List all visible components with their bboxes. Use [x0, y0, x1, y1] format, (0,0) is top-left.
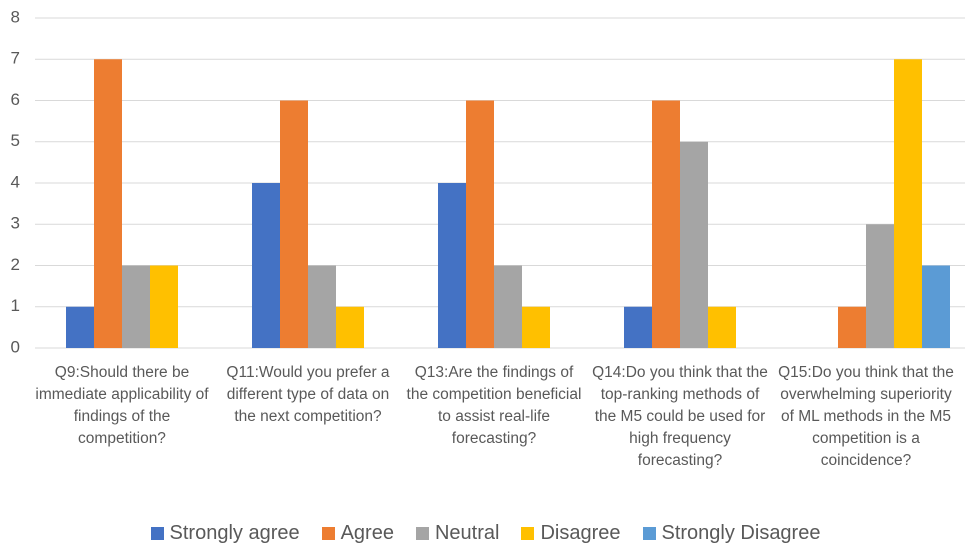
- bar: [494, 265, 522, 348]
- bar: [838, 306, 866, 348]
- y-tick-label: 5: [11, 131, 20, 150]
- legend-swatch: [642, 527, 656, 540]
- y-tick-label: 1: [11, 296, 20, 315]
- legend-item: Strongly Disagree: [642, 522, 821, 545]
- bar: [150, 265, 178, 348]
- legend-item: Neutral: [415, 522, 500, 545]
- y-tick-label: 3: [11, 214, 20, 233]
- legend-label: Strongly agree: [169, 522, 300, 544]
- legend-item: Agree: [321, 522, 394, 545]
- bar: [466, 100, 494, 348]
- legend-swatch: [521, 527, 535, 540]
- bar: [652, 100, 680, 348]
- x-tick-label: Q13:Are the findings of the competition …: [406, 364, 582, 447]
- x-tick-label: Q15:Do you think that the overwhelming s…: [778, 364, 954, 469]
- x-tick-label: Q11:Would you prefer a different type of…: [226, 364, 390, 425]
- bar: [438, 183, 466, 348]
- x-tick-label: Q9:Should there be immediate applicabili…: [35, 364, 209, 447]
- bar: [680, 141, 708, 348]
- bar: [708, 306, 736, 348]
- legend-label: Agree: [340, 522, 394, 544]
- legend-label: Neutral: [434, 522, 500, 544]
- legend-swatch: [321, 527, 335, 540]
- bar: [922, 265, 950, 348]
- legend-swatch: [150, 527, 164, 540]
- y-tick-label: 7: [11, 49, 20, 68]
- legend-item: Strongly agree: [150, 522, 300, 545]
- y-tick-label: 8: [11, 7, 20, 26]
- bar: [308, 265, 336, 348]
- legend-swatch: [415, 527, 429, 540]
- legend-item: Disagree: [521, 522, 621, 545]
- bar: [94, 59, 122, 348]
- legend: Strongly agree Agree Neutral Disagree Strong…: [0, 522, 971, 545]
- legend-label: Strongly Disagree: [661, 522, 821, 544]
- bar: [280, 100, 308, 348]
- bar: [336, 306, 364, 348]
- bar: [624, 306, 652, 348]
- bar: [252, 183, 280, 348]
- bar: [894, 59, 922, 348]
- y-tick-label: 2: [11, 255, 20, 274]
- x-tick-label: Q14:Do you think that the top-ranking me…: [592, 364, 768, 469]
- bar: [66, 306, 94, 348]
- y-tick-label: 4: [11, 172, 20, 191]
- bar: [122, 265, 150, 348]
- y-tick-label: 6: [11, 90, 20, 109]
- y-tick-label: 0: [11, 337, 20, 356]
- legend-label: Disagree: [540, 522, 621, 544]
- bar: [866, 224, 894, 348]
- bar: [522, 306, 550, 348]
